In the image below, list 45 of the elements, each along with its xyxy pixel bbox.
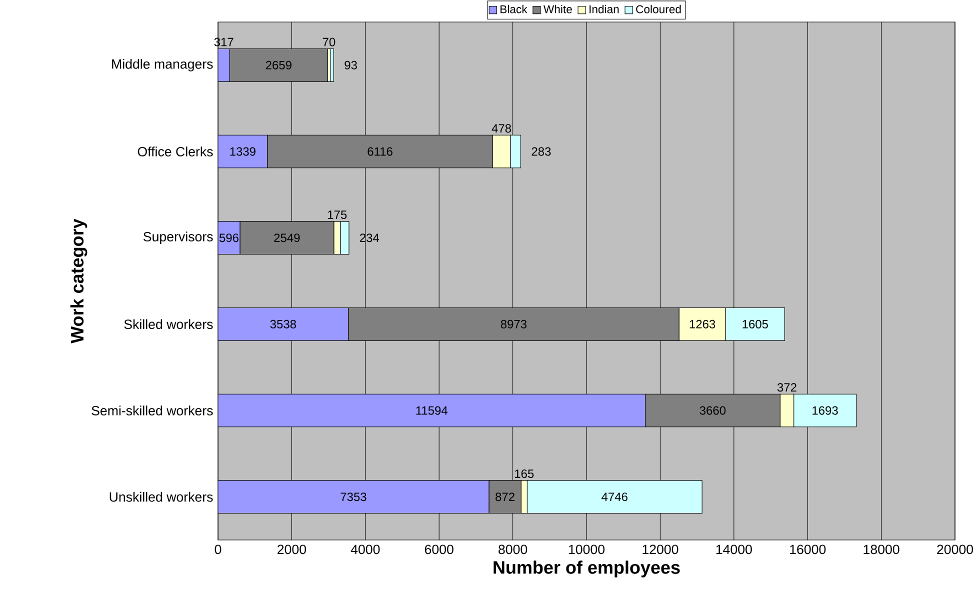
data-label: 4746	[602, 492, 628, 502]
data-label: 1339	[230, 147, 256, 156]
x-tick-label: 10000	[568, 544, 605, 554]
data-label: 1693	[812, 406, 838, 415]
data-label: 93	[344, 60, 357, 70]
data-label: 3660	[700, 406, 726, 415]
x-tick-label: 2000	[278, 544, 306, 554]
data-label: 165	[515, 469, 534, 478]
data-label: 2659	[266, 60, 292, 70]
data-label: 596	[219, 234, 238, 242]
legend-label: Indian	[590, 4, 619, 14]
y-tick-label: Skilled workers	[124, 319, 213, 330]
data-label: 872	[496, 492, 514, 502]
data-label: 1263	[690, 320, 716, 328]
data-label: 478	[492, 124, 512, 133]
x-tick-label: 6000	[424, 544, 454, 554]
data-label: 1605	[742, 320, 768, 328]
x-tick-label: 14000	[716, 544, 752, 554]
y-tick-label: Semi-skilled workers	[92, 406, 213, 416]
legend-label: Black	[500, 4, 528, 14]
y-tick-label: Supervisors	[144, 232, 213, 244]
y-tick-label: Unskilled workers	[110, 492, 213, 502]
x-axis-title: Number of employees	[494, 560, 680, 578]
legend-label: White	[543, 4, 572, 14]
data-label: 3538	[270, 320, 296, 328]
legend-label: Coloured	[636, 4, 681, 14]
data-label: 70	[322, 38, 336, 46]
data-label: 2549	[274, 234, 300, 242]
x-tick-label: 18000	[864, 544, 900, 554]
x-tick-label: 4000	[350, 544, 380, 554]
x-tick-label: 0	[214, 544, 222, 554]
x-tick-label: 12000	[642, 544, 678, 554]
y-tick-label: Office Clerks	[138, 146, 213, 156]
x-tick-label: 16000	[790, 544, 826, 554]
y-axis-title: Work category	[70, 218, 88, 344]
y-tick-label: Middle managers	[112, 58, 213, 72]
data-label: 283	[532, 147, 551, 156]
x-tick-label: 8000	[498, 544, 528, 554]
data-label: 7353	[340, 492, 366, 502]
data-label: 372	[777, 383, 796, 392]
data-label: 175	[328, 210, 347, 219]
data-label: 8973	[500, 320, 527, 328]
x-tick-label: 20000	[937, 544, 974, 554]
data-label: 11594	[416, 406, 448, 415]
data-label: 6116	[368, 147, 392, 156]
